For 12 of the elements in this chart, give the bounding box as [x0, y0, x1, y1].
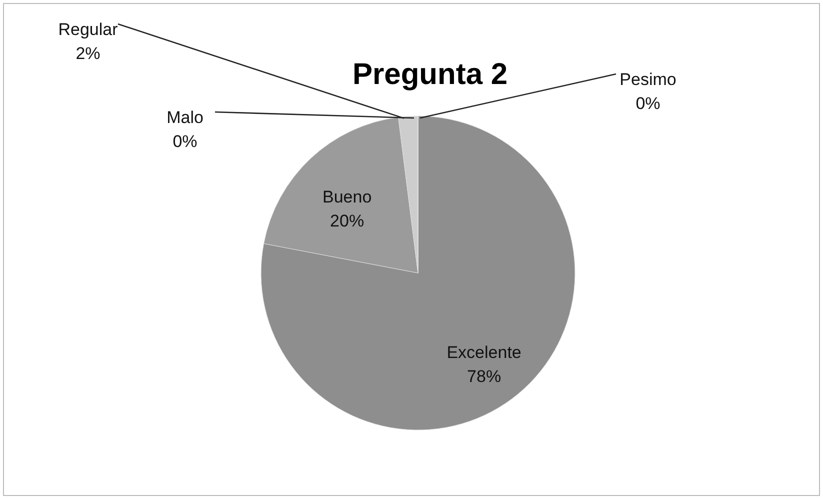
text: 0%: [636, 94, 660, 113]
slice-label: Excelente: [446, 342, 522, 362]
category-label: Malo: [166, 108, 204, 127]
data-label: 2%: [76, 44, 100, 63]
slice-label: Regular: [58, 20, 118, 39]
category-label: Pesimo: [620, 70, 676, 89]
data-label: 20%: [330, 211, 364, 230]
text: 0%: [172, 132, 198, 151]
pie-slice: [261, 116, 576, 430]
text: Pregunta 2: [352, 58, 508, 91]
slice-label: Bueno: [322, 187, 372, 206]
data-label: 78%: [467, 366, 502, 386]
